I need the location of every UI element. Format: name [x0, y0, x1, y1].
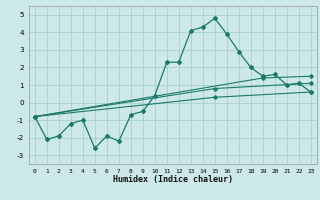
X-axis label: Humidex (Indice chaleur): Humidex (Indice chaleur) [113, 175, 233, 184]
